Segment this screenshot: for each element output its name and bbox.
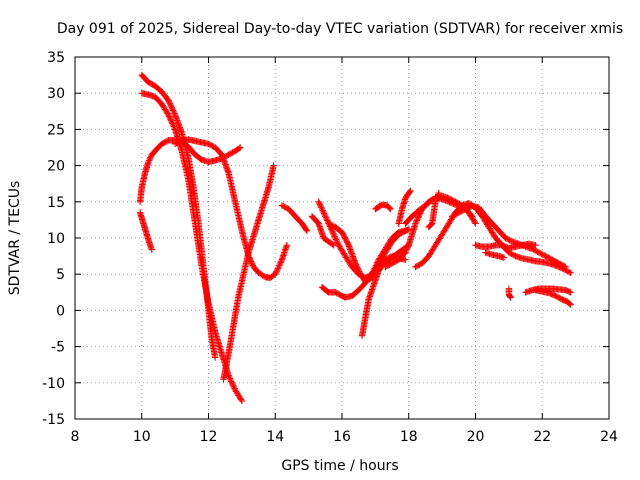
series-arc-23 — [522, 285, 574, 296]
series-arc-12 — [358, 242, 412, 339]
series-arc-18 — [425, 189, 442, 231]
grid — [75, 57, 609, 419]
y-tick-label: -5 — [51, 340, 65, 356]
y-tick-label: 0 — [56, 303, 65, 319]
marker-path — [532, 286, 574, 308]
series-arc-20 — [472, 240, 539, 252]
series-arc-16 — [372, 201, 394, 213]
y-axis-label: SDTVAR / TECUs — [7, 181, 23, 296]
series-arc-17 — [395, 187, 414, 227]
y-tick-label: 30 — [47, 86, 65, 102]
marker-path — [482, 249, 508, 261]
series-arc-22 — [505, 285, 514, 301]
y-tick-label: 20 — [47, 159, 65, 175]
x-tick-label: 16 — [333, 429, 351, 445]
x-axis-label: GPS time / hours — [281, 458, 398, 474]
marker-path — [472, 240, 539, 252]
y-tick-label: 25 — [47, 122, 65, 138]
marker-path — [278, 202, 311, 234]
x-tick-label: 24 — [600, 429, 618, 445]
series-arc-24 — [532, 286, 574, 308]
y-tick-label: -15 — [42, 412, 65, 428]
series-arc-6 — [220, 162, 277, 383]
data-points — [136, 71, 574, 405]
marker-path — [372, 201, 394, 213]
series-arc-7 — [278, 202, 311, 234]
y-tick-label: 5 — [56, 267, 65, 283]
marker-path — [505, 285, 514, 301]
series-arc-3 — [138, 71, 219, 361]
x-tick-label: 20 — [467, 429, 485, 445]
x-tick-label: 8 — [71, 429, 80, 445]
series-arc-19 — [448, 202, 569, 271]
x-tick-label: 14 — [266, 429, 284, 445]
x-tick-label: 12 — [200, 429, 218, 445]
marker-path — [358, 242, 412, 339]
y-tick-label: 35 — [47, 50, 65, 66]
x-axis-ticks: 8 10 12 14 16 18 20 22 24 — [71, 57, 618, 445]
marker-path — [448, 202, 569, 271]
x-tick-label: 22 — [533, 429, 551, 445]
series-arc-8 — [308, 213, 337, 249]
y-tick-label: 10 — [47, 231, 65, 247]
series-arc-11 — [318, 226, 412, 301]
marker-path — [522, 285, 574, 296]
y-axis-ticks: -15 -10 -5 0 5 10 15 20 25 30 35 — [42, 50, 609, 428]
marker-path — [308, 213, 337, 249]
chart-title: Day 091 of 2025, Sidereal Day-to-day VTE… — [57, 21, 623, 37]
x-tick-label: 18 — [400, 429, 418, 445]
marker-path — [318, 226, 412, 301]
series-arc-21 — [482, 249, 508, 261]
series-arc-1 — [136, 209, 155, 253]
marker-path — [395, 187, 414, 227]
y-tick-label: -10 — [42, 376, 65, 392]
marker-path — [220, 162, 277, 383]
marker-path — [138, 71, 219, 361]
marker-path — [136, 209, 155, 253]
x-tick-label: 10 — [133, 429, 151, 445]
marker-path — [425, 189, 442, 231]
y-tick-label: 15 — [47, 195, 65, 211]
